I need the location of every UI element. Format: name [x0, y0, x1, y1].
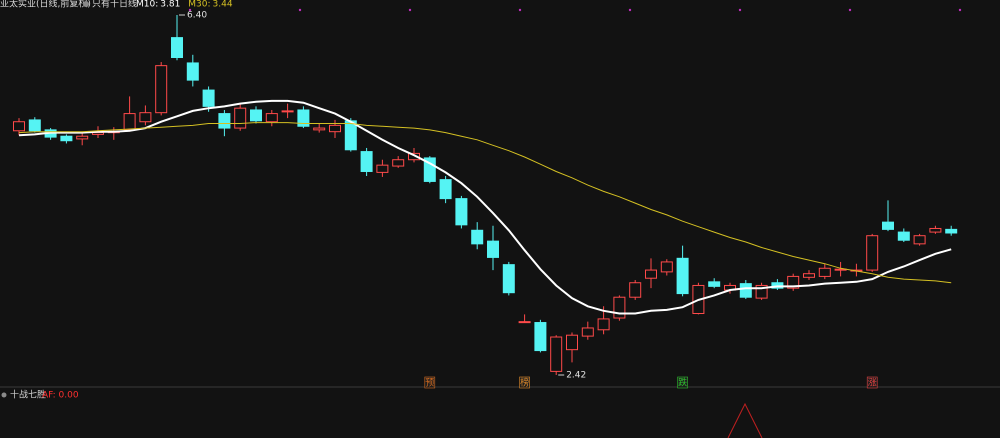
- candle-body: [250, 109, 262, 122]
- indicator-label: AF: 0.00: [42, 391, 79, 401]
- candle-body: [787, 275, 800, 289]
- annotation-label: 2.42: [566, 371, 586, 381]
- signal-box: [519, 376, 530, 389]
- candle-body: [708, 281, 721, 287]
- candle-body: [803, 273, 815, 278]
- candle-body: [660, 261, 673, 273]
- candle-body: [487, 240, 499, 258]
- candle-body: [929, 227, 942, 233]
- signal-label: 预: [425, 378, 434, 389]
- candle-body: [155, 65, 168, 114]
- candle-body: [439, 179, 452, 200]
- candle-body: [518, 321, 531, 324]
- candle-body: [534, 322, 547, 352]
- candle-body: [676, 257, 689, 295]
- marker-dot: [298, 8, 302, 12]
- marker-dot: [518, 8, 522, 12]
- marker-dot: [848, 8, 852, 12]
- candle-body: [913, 235, 926, 245]
- signal-box: [424, 376, 436, 389]
- candle-body: [186, 62, 199, 81]
- candle-body: [123, 113, 136, 131]
- candle-body: [818, 267, 831, 277]
- ma-line: [18, 122, 952, 284]
- indicator-line: [727, 402, 763, 438]
- candle-body: [13, 121, 25, 132]
- candle-body: [281, 110, 294, 113]
- legend-name: M10:: [136, 0, 158, 10]
- candle-body: [597, 318, 610, 331]
- indicator-name: 十战七胜: [10, 389, 46, 401]
- candle-body: [376, 164, 389, 173]
- marker-dot: [188, 8, 192, 12]
- candle-body: [360, 151, 373, 172]
- marker-dot: [628, 8, 632, 12]
- icon: [83, 1, 89, 7]
- signal-label: 跌: [678, 378, 687, 389]
- signal-box: [866, 376, 878, 389]
- candle-body: [202, 89, 215, 107]
- legend-value: 3.44: [213, 0, 233, 10]
- candle-body: [897, 231, 910, 241]
- candle-body: [139, 112, 152, 123]
- candle-body: [739, 283, 752, 298]
- icon: [1, 392, 7, 398]
- candle-body: [344, 120, 357, 151]
- candle-body: [945, 228, 958, 234]
- legend: M10: 3.81 M30: 3.44: [136, 0, 233, 10]
- candle-body: [566, 334, 578, 351]
- ma-line: [18, 99, 952, 315]
- candle-body: [60, 135, 73, 142]
- candle-body: [28, 119, 41, 132]
- candle-body: [171, 37, 183, 59]
- candle-body: [423, 157, 436, 182]
- legend-name: M30:: [188, 0, 210, 10]
- candle-body: [755, 284, 768, 299]
- signal-label: 涨: [868, 378, 877, 389]
- candle-body: [550, 336, 563, 372]
- candle-body: [645, 269, 657, 279]
- candle-body: [265, 113, 278, 123]
- candle-body: [455, 198, 468, 226]
- candle-body: [218, 113, 231, 129]
- subtitle: 只有十日线: [92, 0, 137, 10]
- candle-body: [76, 135, 89, 140]
- marker-dot: [408, 8, 412, 12]
- legend-value: 3.81: [160, 0, 180, 10]
- candle-body: [629, 282, 642, 298]
- candle-body: [408, 152, 420, 161]
- candle-body: [866, 235, 879, 271]
- marker-dot: [738, 8, 742, 12]
- candle-body: [234, 107, 247, 129]
- candle-body: [329, 124, 341, 133]
- candle-body: [297, 109, 310, 127]
- chart-title: 亚太实业(日线,前复权): [0, 0, 91, 10]
- marker-dot: [958, 8, 962, 12]
- candle-body: [392, 159, 405, 167]
- candle-body: [613, 296, 626, 319]
- candle-body: [471, 229, 484, 245]
- candle-body: [882, 221, 894, 230]
- candle-body: [313, 127, 326, 131]
- candle-body: [581, 327, 594, 337]
- signal-label: 榜: [520, 377, 529, 389]
- annotation-label: 6.40: [187, 11, 207, 21]
- candle-body: [502, 264, 515, 294]
- signal-box: [677, 376, 688, 389]
